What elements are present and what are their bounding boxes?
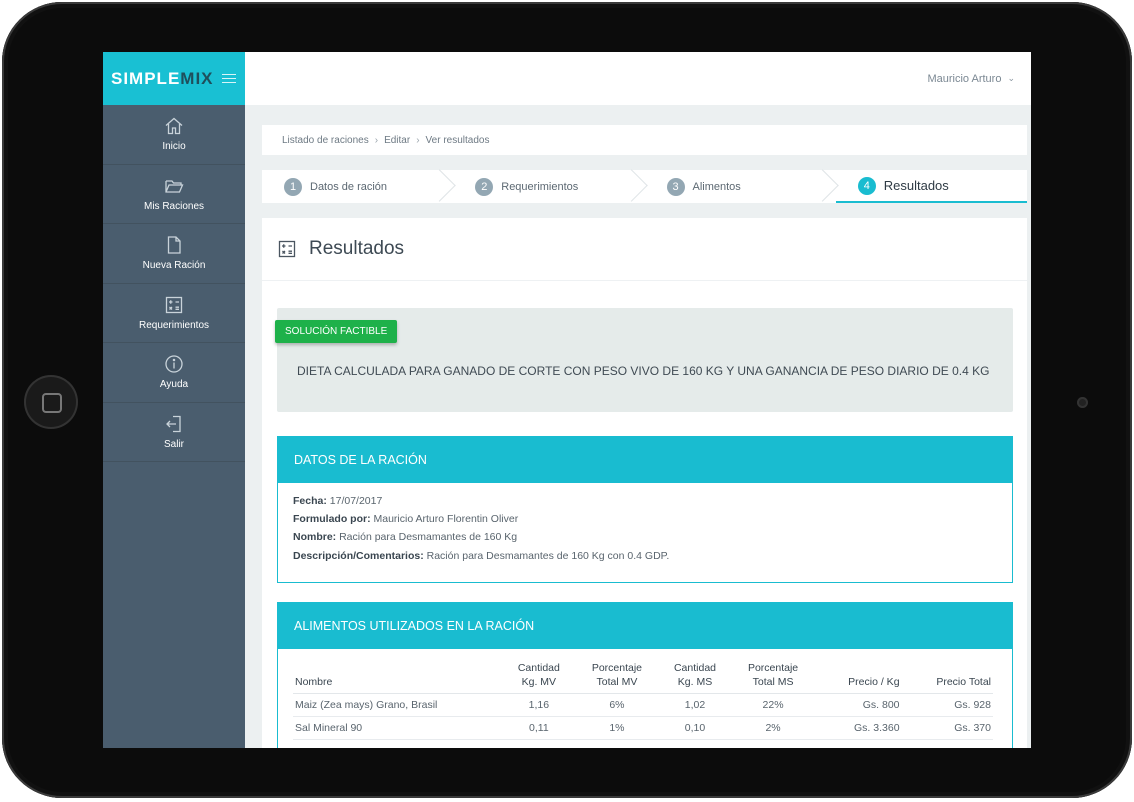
col-kg-ms: Cantidad Kg. MS xyxy=(659,661,731,694)
chevron-right-icon: › xyxy=(374,134,379,146)
calculator-icon xyxy=(278,240,296,258)
folder-icon xyxy=(165,180,184,193)
table-row: Sal Mineral 90 0,11 1% 0,10 2% Gs. 3.360… xyxy=(293,716,993,740)
step-label: Resultados xyxy=(883,178,949,193)
page-title: Resultados xyxy=(262,218,1027,281)
wizard-steps: 1 Datos de ración 2 Requerimientos 3 Ali… xyxy=(262,170,1027,203)
card-title: ALIMENTOS UTILIZADOS EN LA RACIÓN xyxy=(278,603,1012,649)
col-pct-ms: Porcentaje Total MS xyxy=(730,661,816,694)
step-datos-de-racion[interactable]: 1 Datos de ración xyxy=(262,170,453,203)
col-pct-mv: Porcentaje Total MV xyxy=(574,661,660,694)
breadcrumb-listado[interactable]: Listado de raciones xyxy=(282,134,369,146)
breadcrumb-editar[interactable]: Editar xyxy=(384,134,411,146)
step-resultados[interactable]: 4 Resultados xyxy=(835,170,1027,203)
step-label: Datos de ración xyxy=(310,180,388,193)
fecha-row: Fecha: 17/07/2017 xyxy=(293,495,383,507)
card-title: DATOS DE LA RACIÓN xyxy=(278,437,1012,483)
results-panel: Resultados SOLUCIÓN FACTIBLE DIETA CALCU… xyxy=(262,218,1027,748)
datos-racion-card: DATOS DE LA RACIÓN Fecha: 17/07/2017 For… xyxy=(277,436,1013,583)
sidebar-item-label: Mis Raciones xyxy=(143,200,205,212)
col-nombre: Nombre xyxy=(293,661,503,694)
step-number: 3 xyxy=(666,177,685,196)
step-label: Requerimientos xyxy=(501,180,579,193)
user-name: Mauricio Arturo xyxy=(927,72,1002,85)
nombre-value: Ración para Desmamantes de 160 Kg xyxy=(339,531,518,544)
sidebar-item-label: Inicio xyxy=(162,141,186,153)
table-row: Maiz (Zea mays) Grano, Brasil 1,16 6% 1,… xyxy=(293,693,993,717)
sidebar-item-inicio[interactable]: Inicio xyxy=(103,105,245,165)
breadcrumb: Listado de raciones › Editar › Ver resul… xyxy=(262,125,1027,155)
chevron-down-icon: ⌄ xyxy=(1007,73,1015,83)
top-bar: Mauricio Arturo ⌄ xyxy=(245,52,1031,105)
step-alimentos[interactable]: 3 Alimentos xyxy=(645,170,836,203)
step-number: 2 xyxy=(475,177,494,196)
sidebar: SIMPLE MIX Inicio Mis Raciones Nueva Raci… xyxy=(103,52,245,748)
step-number: 1 xyxy=(284,177,302,196)
step-label: Alimentos xyxy=(692,180,741,193)
brand-mix: MIX xyxy=(180,68,214,88)
logout-icon xyxy=(166,415,181,432)
page-title-text: Resultados xyxy=(309,238,405,259)
sidebar-item-label: Ayuda xyxy=(159,379,189,391)
sidebar-item-requerimientos[interactable]: Requerimientos xyxy=(103,284,245,343)
file-icon xyxy=(167,236,181,254)
col-kg-mv: Cantidad Kg. MV xyxy=(503,661,575,694)
sidebar-item-label: Requerimientos xyxy=(138,319,210,331)
formulado-value: Mauricio Arturo Florentin Oliver xyxy=(373,513,519,526)
brand-logo[interactable]: SIMPLE MIX xyxy=(103,52,245,105)
datos-body: Fecha: 17/07/2017 Formulado por: Maurici… xyxy=(278,483,1012,574)
alimentos-card: ALIMENTOS UTILIZADOS EN LA RACIÓN Nombre… xyxy=(277,602,1013,748)
step-number: 4 xyxy=(857,176,876,195)
home-icon xyxy=(165,117,183,135)
col-total: Precio Total xyxy=(901,661,993,694)
descripcion-value: Ración para Desmamantes de 160 Kg con 0.… xyxy=(426,549,670,562)
result-summary: SOLUCIÓN FACTIBLE DIETA CALCULADA PARA G… xyxy=(275,308,1013,412)
brand-simple: SIMPLE xyxy=(111,68,181,88)
home-button[interactable] xyxy=(24,375,78,429)
sidebar-item-label: Salir xyxy=(163,438,184,450)
breadcrumb-current: Ver resultados xyxy=(425,134,490,146)
nombre-row: Nombre: Ración para Desmamantes de 160 K… xyxy=(293,531,518,544)
table-header-row: Nombre Cantidad Kg. MV Porcentaje Total MV… xyxy=(293,661,993,694)
result-description: DIETA CALCULADA PARA GANADO DE CORTE CON… xyxy=(297,364,990,378)
status-badge: SOLUCIÓN FACTIBLE xyxy=(275,320,398,343)
info-icon xyxy=(165,355,183,373)
app-screen: SIMPLE MIX Inicio Mis Raciones Nueva Raci… xyxy=(103,52,1031,748)
main-content: Listado de raciones › Editar › Ver resul… xyxy=(245,105,1031,748)
step-requerimientos[interactable]: 2 Requerimientos xyxy=(453,170,644,203)
sidebar-item-nueva-racion[interactable]: Nueva Ración xyxy=(103,224,245,284)
formulado-row: Formulado por: Mauricio Arturo Florentin… xyxy=(293,513,519,526)
alimentos-table: Nombre Cantidad Kg. MV Porcentaje Total MV… xyxy=(293,661,993,740)
user-menu[interactable]: Mauricio Arturo ⌄ xyxy=(927,73,1015,85)
calculator-icon xyxy=(165,296,183,313)
sidebar-item-ayuda[interactable]: Ayuda xyxy=(103,343,245,403)
descripcion-row: Descripción/Comentarios: Ración para Des… xyxy=(293,549,670,562)
col-precio: Precio / Kg xyxy=(815,661,902,694)
hamburger-menu-icon[interactable] xyxy=(221,73,236,84)
chevron-right-icon: › xyxy=(416,134,420,146)
sidebar-item-mis-raciones[interactable]: Mis Raciones xyxy=(103,165,245,224)
sidebar-item-salir[interactable]: Salir xyxy=(103,403,245,462)
camera-icon xyxy=(1077,397,1088,408)
sidebar-item-label: Nueva Ración xyxy=(142,260,206,272)
fecha-value: 17/07/2017 xyxy=(329,495,383,507)
